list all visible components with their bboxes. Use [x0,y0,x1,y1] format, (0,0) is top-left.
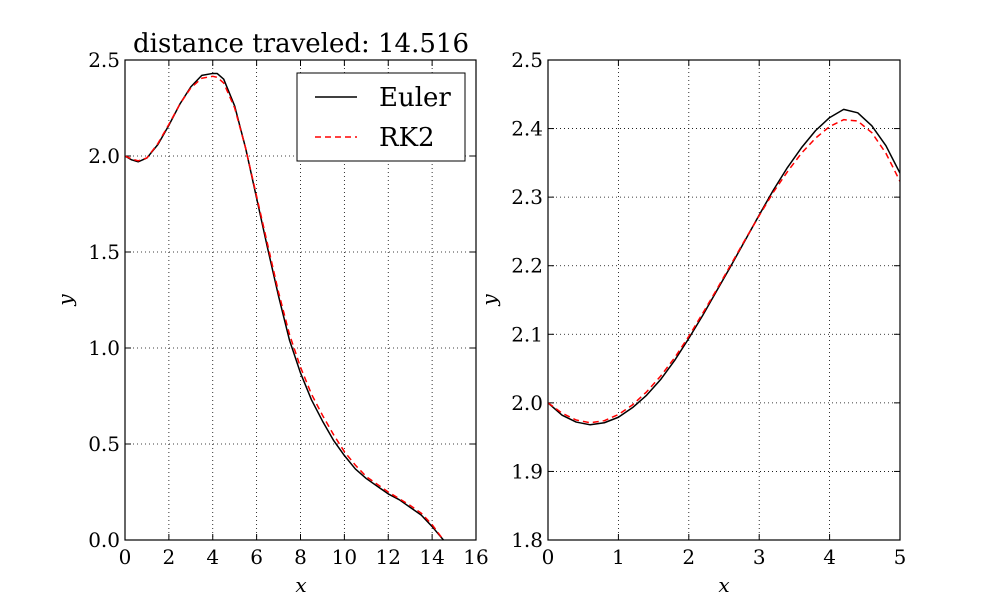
left-plot-x-axis-label: x [295,573,306,597]
left-plot-series-rk2 [125,75,445,540]
right-plot-frame [547,59,901,541]
left-plot-y-tick-label: 1.0 [88,336,120,360]
right-plot-y-tick-label: 1.8 [511,528,543,552]
left-plot-frame [124,59,477,541]
left-plot-x-tick-label: 0 [119,545,132,569]
right-plot-x-tick-label: 1 [612,545,625,569]
right-plot-panel: x y 0 1 2 3 4 5 1.8 1.9 2.0 2.1 2.2 2.3 2.4 2.5 [477,48,906,597]
left-plot-y-tick-label: 0.5 [88,432,120,456]
left-plot-legend-label-rk2: RK2 [379,123,435,153]
right-plot-y-tick-label: 2.5 [511,48,543,72]
left-plot-x-tick-label: 6 [250,545,263,569]
left-plot-y-axis-label: y [53,294,77,307]
right-plot-x-tick-label: 4 [823,545,836,569]
left-plot-x-tick-label: 8 [294,545,307,569]
left-plot-y-tick-label: 0.0 [88,528,120,552]
left-plot-legend: Euler RK2 [296,72,466,162]
right-plot-x-tick-label: 3 [753,545,766,569]
left-plot-x-tick-label: 4 [206,545,219,569]
left-plot-legend-label-euler: Euler [379,83,451,113]
right-plot-series-rk2 [548,118,900,424]
left-plot-panel: distance traveled: 14.516 x y 0 2 4 6 8 10 12 1… [53,29,489,597]
right-plot-x-tick-label: 5 [894,545,907,569]
left-plot-x-tick-label: 16 [463,545,488,569]
right-plot-y-tick-label: 2.0 [511,391,543,415]
right-plot-y-tick-label: 2.1 [511,322,543,346]
right-plot-y-tick-label: 2.4 [511,117,543,141]
right-plot-y-axis-label: y [477,294,501,307]
left-plot-y-tick-label: 2.5 [88,48,120,72]
right-plot-y-tick-label: 2.2 [511,254,543,278]
right-plot-x-tick-label: 2 [682,545,695,569]
right-plot-plot-area [548,60,900,540]
right-plot-y-tick-label: 1.9 [511,459,543,483]
right-plot-x-axis-label: x [718,573,729,597]
left-plot-y-tick-label: 2.0 [88,144,120,168]
left-plot-x-tick-label: 2 [163,545,176,569]
left-plot-series-euler [125,72,445,540]
left-plot-x-tick-label: 10 [332,545,357,569]
left-plot-legend-box [296,72,466,162]
left-plot-x-tick-label: 14 [419,545,444,569]
left-plot-y-tick-label: 1.5 [88,240,120,264]
left-plot-x-tick-label: 12 [376,545,401,569]
right-plot-y-tick-label: 2.3 [511,185,543,209]
right-plot-x-tick-label: 0 [542,545,555,569]
left-plot-title: distance traveled: 14.516 [133,29,469,59]
